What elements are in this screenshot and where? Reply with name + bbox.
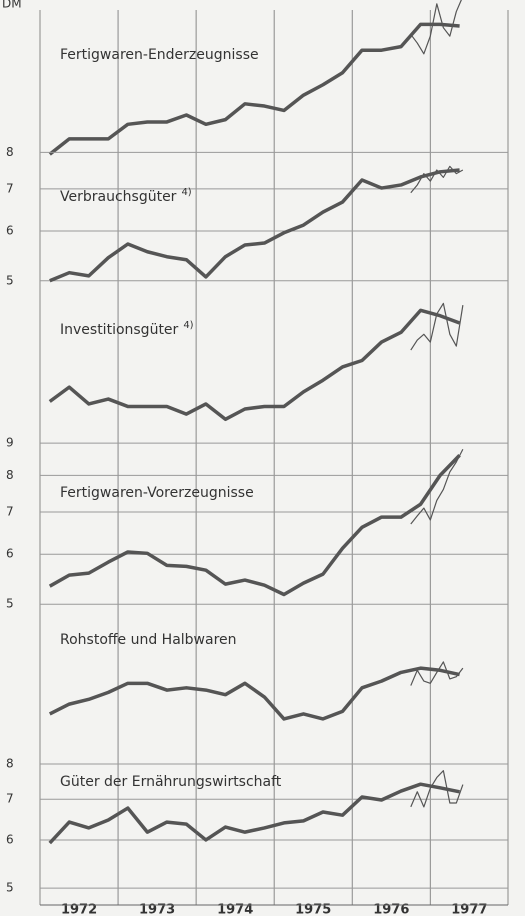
x-tick-label: 1976 <box>373 903 409 916</box>
y-tick-label: 6 <box>6 547 14 561</box>
panel-note: 4) <box>181 187 191 198</box>
monthly-line <box>410 661 464 686</box>
unit-label: DM <box>2 0 22 11</box>
y-tick-label: 8 <box>6 756 14 770</box>
y-tick-label: 5 <box>6 273 14 287</box>
panel-title-text: Güter der Ernährungswirtschaft <box>60 774 282 790</box>
monthly-line <box>410 0 462 55</box>
panel-title: Fertigwaren-Vorerzeugnisse <box>60 485 254 501</box>
panel-title-text: Fertigwaren-Vorerzeugnisse <box>60 485 254 501</box>
panel-title-text: Rohstoffe und Halbwaren <box>60 632 237 648</box>
y-tick-label: 7 <box>6 792 14 806</box>
panel-title: Fertigwaren-Enderzeugnisse <box>60 47 259 63</box>
monthly-line <box>410 448 464 525</box>
panel-title: Güter der Ernährungswirtschaft <box>60 774 282 790</box>
y-tick-label: 6 <box>6 223 14 237</box>
y-tick-label: 9 <box>6 436 14 450</box>
quarterly-line <box>48 782 460 845</box>
x-tick-label: 1977 <box>451 903 487 916</box>
x-tick-label: 1975 <box>295 903 331 916</box>
quarterly-line <box>49 168 460 283</box>
x-tick-label: 1973 <box>139 903 175 916</box>
y-tick-label: 5 <box>6 597 14 611</box>
y-tick-label: 7 <box>6 504 14 518</box>
panel-title: Verbrauchsgüter 4) <box>60 187 192 205</box>
y-tick-label: 8 <box>6 145 14 159</box>
monthly-line <box>410 770 464 808</box>
y-tick-label: 6 <box>6 832 14 846</box>
panel-title-text: Fertigwaren-Enderzeugnisse <box>60 47 259 63</box>
panel-title-text: Investitionsgüter <box>60 322 179 338</box>
quarterly-line <box>48 22 460 156</box>
y-tick-label: 5 <box>6 881 14 895</box>
quarterly-line <box>48 666 460 721</box>
panel-title: Investitionsgüter 4) <box>60 320 194 338</box>
quarterly-line <box>48 308 461 422</box>
x-tick-label: 1972 <box>61 903 97 916</box>
x-tick-label: 1974 <box>217 903 253 916</box>
panel-title: Rohstoffe und Halbwaren <box>60 632 237 648</box>
panel-title-text: Verbrauchsgüter <box>60 189 177 205</box>
quarterly-line <box>48 454 461 597</box>
panel-note: 4) <box>183 320 193 331</box>
y-tick-label: 8 <box>6 468 14 482</box>
y-tick-label: 7 <box>6 181 14 195</box>
